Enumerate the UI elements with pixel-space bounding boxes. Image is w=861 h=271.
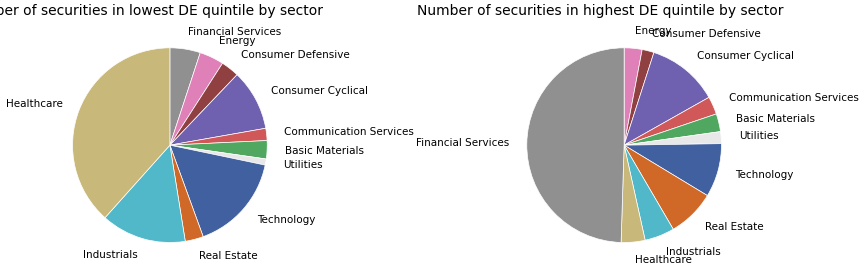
Text: Technology: Technology: [257, 215, 315, 225]
Text: Financial Services: Financial Services: [188, 27, 281, 37]
Text: Real Estate: Real Estate: [199, 251, 257, 261]
Text: Consumer Cyclical: Consumer Cyclical: [696, 51, 793, 61]
Text: Energy: Energy: [634, 26, 671, 36]
Wedge shape: [623, 114, 720, 145]
Wedge shape: [170, 145, 265, 237]
Text: Consumer Defensive: Consumer Defensive: [652, 29, 760, 39]
Text: Consumer Cyclical: Consumer Cyclical: [271, 86, 368, 96]
Text: Technology: Technology: [734, 170, 792, 180]
Wedge shape: [72, 48, 170, 218]
Text: Basic Materials: Basic Materials: [735, 114, 814, 124]
Wedge shape: [623, 53, 708, 145]
Text: Consumer Defensive: Consumer Defensive: [240, 50, 350, 60]
Wedge shape: [623, 50, 653, 145]
Wedge shape: [623, 145, 707, 229]
Text: Utilities: Utilities: [282, 160, 322, 170]
Wedge shape: [170, 75, 265, 145]
Wedge shape: [170, 145, 203, 241]
Wedge shape: [170, 48, 200, 145]
Wedge shape: [623, 145, 672, 240]
Wedge shape: [526, 48, 623, 243]
Text: Healthcare: Healthcare: [6, 99, 63, 109]
Text: Industrials: Industrials: [666, 247, 720, 257]
Wedge shape: [170, 63, 237, 145]
Wedge shape: [623, 144, 721, 196]
Text: Communication Services: Communication Services: [284, 127, 413, 137]
Text: Basic Materials: Basic Materials: [284, 146, 363, 156]
Wedge shape: [170, 53, 222, 145]
Text: Energy: Energy: [219, 37, 256, 46]
Text: Communication Services: Communication Services: [728, 93, 858, 103]
Text: Number of securities in lowest DE quintile by sector: Number of securities in lowest DE quinti…: [0, 4, 323, 18]
Wedge shape: [623, 97, 715, 145]
Wedge shape: [170, 141, 267, 159]
Wedge shape: [105, 145, 185, 243]
Text: Industrials: Industrials: [83, 250, 138, 260]
Wedge shape: [623, 132, 721, 145]
Wedge shape: [621, 145, 644, 243]
Text: Real Estate: Real Estate: [704, 222, 763, 232]
Text: Number of securities in highest DE quintile by sector: Number of securities in highest DE quint…: [417, 4, 783, 18]
Wedge shape: [170, 128, 267, 145]
Text: Financial Services: Financial Services: [416, 138, 509, 149]
Wedge shape: [623, 48, 641, 145]
Wedge shape: [170, 145, 266, 165]
Text: Healthcare: Healthcare: [634, 254, 691, 264]
Text: Utilities: Utilities: [738, 131, 777, 141]
